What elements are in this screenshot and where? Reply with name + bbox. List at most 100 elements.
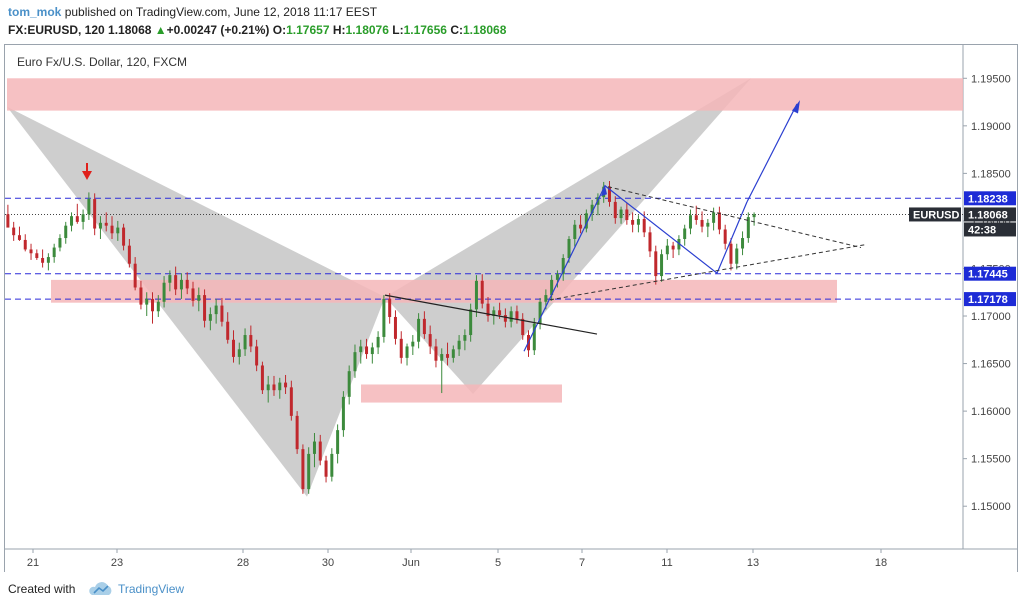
candle xyxy=(365,346,369,355)
candle xyxy=(590,204,594,214)
candle xyxy=(307,453,311,490)
y-tick-label: 1.16500 xyxy=(971,359,1011,371)
y-tick-label: 1.15500 xyxy=(971,454,1011,466)
low-label: L: xyxy=(392,23,404,37)
candle xyxy=(295,415,299,450)
candle xyxy=(723,229,727,244)
candle xyxy=(654,251,658,277)
resistance-zone xyxy=(7,78,963,111)
candle xyxy=(127,245,131,264)
candle xyxy=(75,216,79,222)
candle xyxy=(226,321,230,340)
candle xyxy=(191,288,195,301)
triangle-lower-line xyxy=(549,244,866,301)
candle xyxy=(498,310,502,316)
candle xyxy=(579,224,583,229)
last-price: 1.18068 xyxy=(108,23,152,37)
high-value: 1.18076 xyxy=(345,23,389,37)
candle xyxy=(752,214,756,218)
candle xyxy=(70,216,74,226)
created-with-text: Created with xyxy=(8,582,76,596)
candle xyxy=(29,249,33,254)
tradingview-link[interactable]: TradingView xyxy=(118,582,185,596)
resistance-zone xyxy=(361,384,562,403)
candle xyxy=(6,214,10,228)
chart-title: Euro Fx/U.S. Dollar, 120, FXCM xyxy=(17,55,188,69)
candle xyxy=(642,219,646,233)
x-tick-label: 18 xyxy=(875,557,887,569)
candle xyxy=(249,335,253,347)
author-link[interactable]: tom_mok xyxy=(8,5,62,19)
quote-line: FX:EURUSD, 120 1.18068 ▲+0.00247 (+0.21%… xyxy=(8,23,506,37)
candle xyxy=(463,335,467,341)
candle xyxy=(197,295,201,301)
candle xyxy=(145,298,149,305)
candle xyxy=(474,280,478,310)
candle xyxy=(399,338,403,358)
candle xyxy=(278,382,282,391)
price-label-box xyxy=(964,191,1016,206)
candle xyxy=(174,275,178,290)
candle xyxy=(214,305,218,315)
candle xyxy=(122,227,126,246)
candle xyxy=(23,239,27,250)
candle xyxy=(700,219,704,227)
candle xyxy=(359,346,363,353)
candle xyxy=(104,222,108,226)
candle xyxy=(272,384,276,391)
chart-panel[interactable]: 1.195001.190001.185001.180001.175001.170… xyxy=(4,44,1018,574)
candle xyxy=(98,222,102,229)
price-label: 1.17445 xyxy=(968,269,1008,281)
candle xyxy=(712,212,716,223)
candle xyxy=(550,279,554,296)
candle xyxy=(706,222,710,227)
candle xyxy=(46,257,50,263)
candle xyxy=(162,282,166,302)
price-label: 1.18238 xyxy=(968,193,1008,205)
candle xyxy=(584,213,588,229)
candle xyxy=(492,310,496,317)
candle xyxy=(515,311,519,319)
candle xyxy=(133,263,137,288)
down-arrow-icon xyxy=(82,171,92,180)
publish-header: tom_mok published on TradingView.com, Ju… xyxy=(0,0,1022,44)
candle xyxy=(405,346,409,358)
trend-line xyxy=(384,294,598,335)
candle xyxy=(648,232,652,252)
price-label: 1.18068 xyxy=(968,209,1008,221)
candle xyxy=(284,382,288,388)
candle xyxy=(35,253,39,259)
symbol-label: FX:EURUSD, 120 xyxy=(8,23,105,37)
candle xyxy=(717,212,721,230)
target-arrow xyxy=(746,103,798,203)
candle xyxy=(87,199,91,215)
price-label-box xyxy=(964,292,1016,307)
x-tick-label: 30 xyxy=(322,557,334,569)
candle xyxy=(324,460,328,477)
price-label: 1.17178 xyxy=(968,294,1008,306)
candle xyxy=(151,298,155,312)
candle xyxy=(544,295,548,302)
candle xyxy=(555,274,559,280)
open-label: O: xyxy=(272,23,287,37)
candle xyxy=(382,298,386,337)
x-tick-label: 5 xyxy=(495,557,501,569)
candle xyxy=(81,214,85,222)
x-tick-label: 28 xyxy=(237,557,249,569)
candle xyxy=(168,275,172,283)
x-tick-label: 23 xyxy=(111,557,123,569)
candle xyxy=(613,201,617,219)
price-label-box xyxy=(909,207,961,222)
candle xyxy=(336,430,340,454)
candle xyxy=(156,301,160,312)
candle xyxy=(179,279,183,290)
price-chart[interactable]: 1.195001.190001.185001.180001.175001.170… xyxy=(5,45,1017,573)
candle xyxy=(561,258,565,275)
candle xyxy=(538,301,542,324)
candle xyxy=(185,279,189,289)
price-label: 42:38 xyxy=(968,224,996,236)
y-tick-label: 1.18500 xyxy=(971,168,1011,180)
x-tick-label: 13 xyxy=(747,557,759,569)
candle xyxy=(573,224,577,239)
candle xyxy=(58,238,62,248)
